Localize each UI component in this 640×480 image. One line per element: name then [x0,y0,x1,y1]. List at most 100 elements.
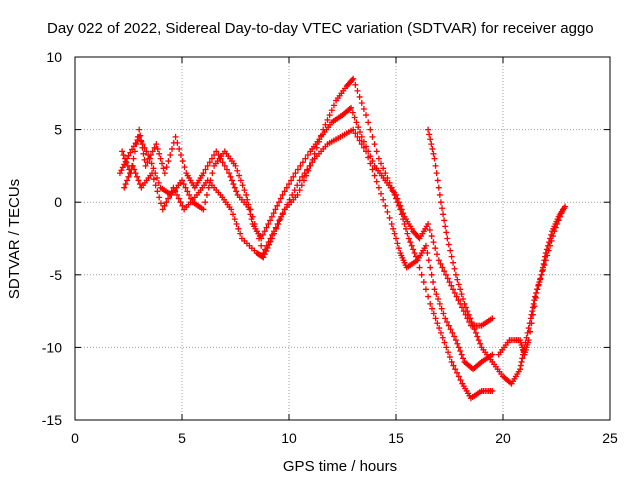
data-point [157,155,164,162]
data-point [231,216,238,223]
data-point [455,281,462,288]
data-point [425,126,432,133]
data-point [294,166,301,173]
data-point [432,315,439,322]
data-point [446,279,453,286]
data-point [371,172,378,179]
data-point [528,320,535,327]
data-point [444,275,451,282]
data-point [328,107,335,114]
data-point [161,202,168,209]
data-point [356,129,363,136]
data-point [539,266,546,273]
data-point [391,191,398,198]
data-point [452,337,459,344]
data-point [202,199,209,206]
data-point [448,358,455,365]
data-point [433,170,440,177]
data-point [208,155,215,162]
data-point [276,199,283,206]
data-point [260,254,267,261]
data-point [517,362,524,369]
data-point [136,181,143,188]
data-point [532,294,539,301]
data-point [172,188,179,195]
data-point [352,130,359,137]
data-point [244,196,251,203]
data-point [363,112,370,119]
data-point [200,206,207,213]
data-point [427,264,434,271]
y-tick-label: 5 [54,122,62,138]
data-point [539,268,546,275]
series-arc-1 [116,104,496,329]
data-point [430,310,437,317]
data-point [452,271,459,278]
data-point [358,141,365,148]
data-point [472,329,479,336]
data-point [273,225,280,232]
data-point [276,217,283,224]
data-point [318,132,325,139]
data-point [352,81,359,88]
data-point [470,322,477,329]
data-point [163,164,170,171]
data-point [132,170,139,177]
series-arc-3 [121,126,496,402]
data-point [400,210,407,217]
data-point [356,137,363,144]
data-point [326,112,333,119]
data-point [153,141,160,148]
data-point [402,225,409,232]
data-point [279,191,286,198]
data-point [154,188,161,195]
data-point [451,333,458,340]
data-point [172,133,179,140]
data-point [416,264,423,271]
data-point [405,235,412,242]
data-point [233,220,240,227]
y-tick-label: -10 [42,339,62,355]
data-point [355,124,362,131]
data-point [348,104,355,111]
data-point [156,194,163,201]
data-point [289,191,296,198]
data-point [142,162,149,169]
data-point [268,213,275,220]
data-point [400,216,407,223]
data-point [281,206,288,213]
data-point [380,196,387,203]
data-point [442,315,449,322]
data-point [407,239,414,246]
data-point [382,170,389,177]
data-point [275,220,282,227]
data-point [443,344,450,351]
data-point [184,188,191,195]
data-point [179,202,186,209]
data-point [489,315,496,322]
data-point [176,145,183,152]
data-point [121,155,128,162]
data-point [436,325,443,332]
data-point [442,223,449,230]
data-point [239,182,246,189]
data-point [313,144,320,151]
data-point [123,159,130,166]
data-point [398,211,405,218]
data-point [441,268,448,275]
data-point [261,228,268,235]
data-point [433,291,440,298]
data-point [268,235,275,242]
data-point [549,233,556,240]
data-point [431,155,438,162]
data-point [443,229,450,236]
data-point [116,170,123,177]
data-point [169,145,176,152]
data-point [271,230,278,237]
data-point [150,165,157,172]
data-point [436,191,443,198]
data-point [356,93,363,100]
data-point [349,76,356,83]
data-point [410,246,417,253]
